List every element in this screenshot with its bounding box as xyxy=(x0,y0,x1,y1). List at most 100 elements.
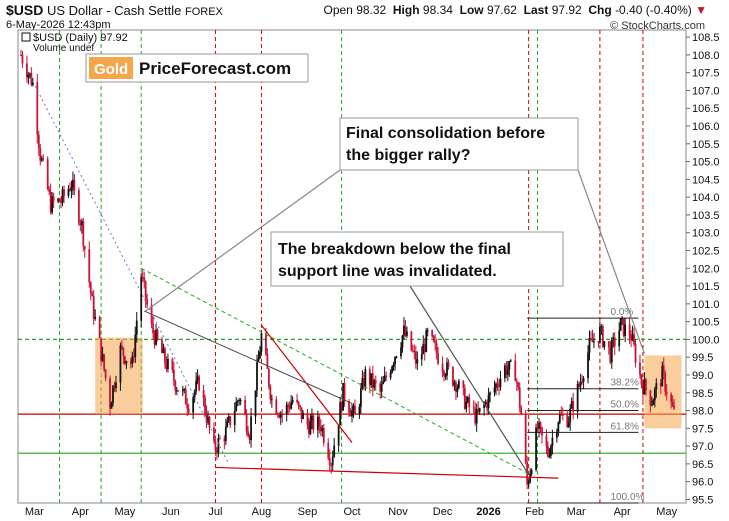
candle-body-260 xyxy=(560,414,563,416)
consolidation-upper-line xyxy=(143,310,353,404)
candle-body-192 xyxy=(420,354,423,360)
candle-body-115 xyxy=(259,351,261,359)
grid-lines xyxy=(59,30,644,503)
candle-body-101 xyxy=(229,416,232,426)
candle-body-121 xyxy=(270,399,273,401)
candle-body-290 xyxy=(622,318,625,336)
candle-body-56 xyxy=(135,320,138,335)
candle-body-301 xyxy=(645,379,647,391)
callout-consolidation-line1: Final consolidation before xyxy=(346,125,545,142)
candle-body-11 xyxy=(42,158,45,160)
candle-body-248 xyxy=(536,427,539,429)
callout-breakdown-line1: The breakdown below the final xyxy=(278,241,511,258)
candle-body-294 xyxy=(631,334,634,341)
candle-body-227 xyxy=(493,387,496,393)
candle-body-21 xyxy=(63,189,65,196)
candle-body-278 xyxy=(599,327,601,343)
candle-body-156 xyxy=(343,382,346,402)
candle-body-232 xyxy=(503,365,506,379)
y-tick-label-12: 102.5 xyxy=(692,245,720,257)
candle-body-273 xyxy=(588,338,591,353)
y-tick-label-13: 102.0 xyxy=(692,263,720,275)
candle-body-263 xyxy=(567,422,570,427)
candle-body-251 xyxy=(541,427,543,436)
candle-body-193 xyxy=(422,344,425,355)
candle-body-57 xyxy=(140,277,143,321)
candle-body-276 xyxy=(593,341,595,343)
candle-body-135 xyxy=(300,407,303,420)
candle-body-100 xyxy=(227,416,230,421)
candle-body-237 xyxy=(514,360,517,381)
candle-body-80 xyxy=(186,404,189,409)
candle-body-12 xyxy=(46,159,49,190)
candle-body-306 xyxy=(655,383,658,390)
candle-body-77 xyxy=(181,389,184,392)
candle-body-288 xyxy=(619,318,622,331)
x-tick-label-13: Apr xyxy=(614,506,631,518)
candle-body-313 xyxy=(671,401,674,407)
candle-body-208 xyxy=(453,382,456,386)
candle-body-215 xyxy=(466,397,469,402)
candle-body-116 xyxy=(260,333,263,352)
candle-body-257 xyxy=(555,432,558,438)
candle-body-150 xyxy=(331,456,334,466)
x-tick-label-1: Apr xyxy=(72,506,89,518)
candle-body-223 xyxy=(484,402,487,405)
candle-body-66 xyxy=(156,329,159,340)
last-label: Last xyxy=(523,3,549,17)
candle-body-149 xyxy=(330,464,333,466)
y-tick-label-6: 105.5 xyxy=(692,139,720,151)
candle-body-113 xyxy=(256,362,258,391)
datetime: 6-May-2026 12:43pm xyxy=(6,19,111,31)
candle-body-292 xyxy=(628,324,631,338)
candle-body-179 xyxy=(392,364,395,367)
candle-body-171 xyxy=(374,380,377,384)
open-value: 98.32 xyxy=(356,3,387,17)
candle-body-238 xyxy=(515,380,518,383)
support-line xyxy=(215,466,559,479)
low-label: Low xyxy=(459,3,484,17)
x-tick-label-3: Jun xyxy=(162,506,180,518)
candle-body-24 xyxy=(70,187,73,191)
candle-body-148 xyxy=(328,458,331,465)
candle-body-180 xyxy=(394,357,396,365)
candle-body-261 xyxy=(561,414,564,416)
candle-body-198 xyxy=(432,336,435,342)
candle-body-202 xyxy=(441,363,444,372)
candle-body-224 xyxy=(486,402,488,409)
candle-body-239 xyxy=(517,382,520,388)
candle-body-29 xyxy=(80,220,83,226)
candle-body-242 xyxy=(524,414,527,463)
x-tick-label-11: Feb xyxy=(525,506,544,518)
candle-body-185 xyxy=(404,325,407,336)
candle-body-285 xyxy=(612,337,615,341)
candle-body-154 xyxy=(340,402,343,411)
candle-body-117 xyxy=(265,333,267,355)
legend: $USD (Daily) 97.92 Volume undef xyxy=(21,32,128,54)
candle-body-128 xyxy=(287,404,290,407)
candle-body-277 xyxy=(597,341,600,343)
x-tick-label-14: May xyxy=(656,506,677,518)
logo-box: Gold PriceForecast.com xyxy=(85,53,309,83)
candle-body-38 xyxy=(100,338,103,361)
candle-body-308 xyxy=(661,365,664,387)
candles xyxy=(20,49,676,490)
candle-body-26 xyxy=(73,179,76,191)
y-tick-label-7: 105.0 xyxy=(692,157,720,169)
candle-body-160 xyxy=(352,405,355,411)
candle-body-63 xyxy=(152,323,154,334)
candle-body-83 xyxy=(193,391,196,398)
candle-body-228 xyxy=(495,383,497,388)
candle-body-298 xyxy=(640,374,643,385)
candle-body-20 xyxy=(61,189,64,203)
candle-body-182 xyxy=(400,347,402,357)
candle-body-153 xyxy=(339,402,342,426)
candle-body-132 xyxy=(296,399,298,402)
y-tick-label-24: 96.5 xyxy=(692,459,713,471)
candle-body-267 xyxy=(576,383,579,412)
candle-body-35 xyxy=(92,296,95,319)
candle-body-31 xyxy=(83,246,86,250)
candle-body-219 xyxy=(475,409,478,424)
candle-body-9 xyxy=(39,147,42,161)
candle-body-0 xyxy=(20,54,22,56)
